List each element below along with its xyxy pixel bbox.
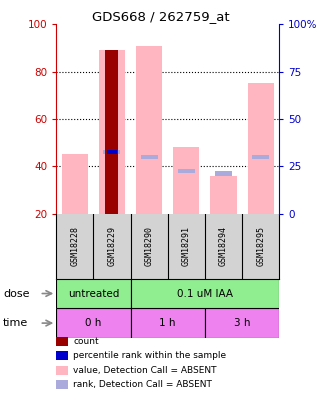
Bar	[215, 171, 232, 175]
Text: percentile rank within the sample: percentile rank within the sample	[73, 351, 226, 360]
Bar	[103, 150, 120, 154]
Bar	[178, 169, 195, 173]
Bar	[248, 83, 274, 214]
Bar	[141, 155, 158, 159]
Text: GSM18290: GSM18290	[145, 226, 154, 266]
Bar	[211, 176, 237, 214]
Bar	[62, 154, 88, 214]
Text: 3 h: 3 h	[234, 318, 250, 328]
Text: 0 h: 0 h	[85, 318, 101, 328]
Bar	[99, 50, 125, 214]
Bar	[131, 279, 279, 308]
Text: GSM18295: GSM18295	[256, 226, 265, 266]
Text: count: count	[73, 337, 99, 345]
Bar	[131, 308, 205, 338]
Text: GSM18291: GSM18291	[182, 226, 191, 266]
Text: GDS668 / 262759_at: GDS668 / 262759_at	[92, 10, 229, 23]
Text: GSM18294: GSM18294	[219, 226, 228, 266]
Text: time: time	[3, 318, 29, 328]
Bar	[136, 46, 162, 214]
Bar	[252, 155, 269, 159]
Text: rank, Detection Call = ABSENT: rank, Detection Call = ABSENT	[73, 380, 212, 389]
Text: GSM18229: GSM18229	[108, 226, 117, 266]
Text: value, Detection Call = ABSENT: value, Detection Call = ABSENT	[73, 366, 217, 375]
Bar	[205, 308, 279, 338]
Bar	[108, 150, 117, 154]
Text: dose: dose	[3, 288, 30, 298]
Text: 0.1 uM IAA: 0.1 uM IAA	[177, 288, 233, 298]
Bar	[105, 50, 118, 214]
Bar	[173, 147, 199, 214]
Text: 1 h: 1 h	[160, 318, 176, 328]
Text: untreated: untreated	[68, 288, 119, 298]
Bar	[56, 279, 131, 308]
Bar	[56, 308, 131, 338]
Text: GSM18228: GSM18228	[70, 226, 79, 266]
